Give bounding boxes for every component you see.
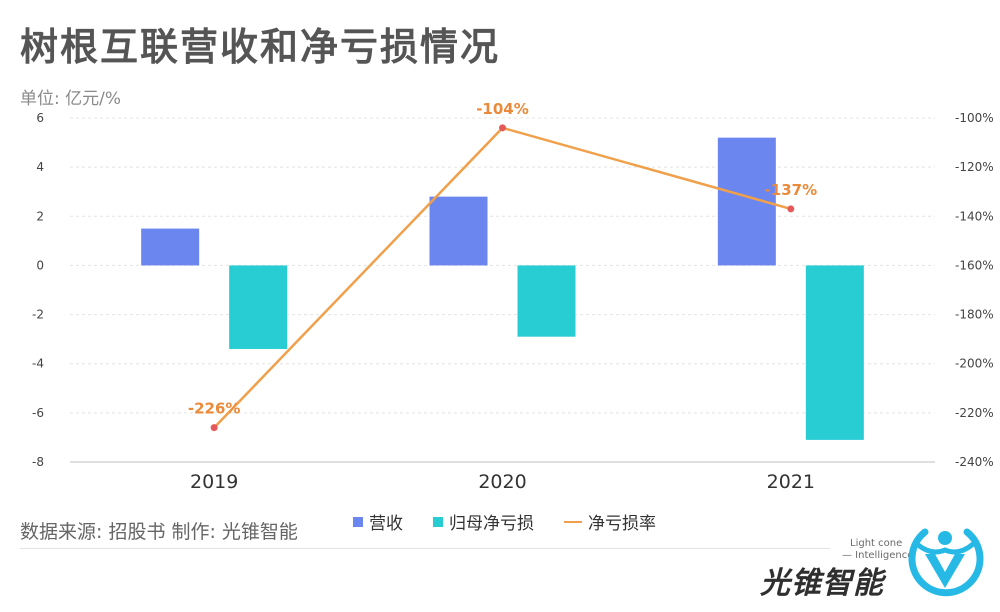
data-label-loss-rate: -104% bbox=[476, 100, 529, 118]
y-right-tick-label: -180% bbox=[955, 308, 994, 322]
data-source: 数据来源: 招股书 制作: 光锥智能 bbox=[20, 521, 298, 543]
y-left-tick-label: -2 bbox=[32, 308, 44, 322]
legend-item-revenue: 营收 bbox=[353, 509, 403, 534]
footer-divider bbox=[20, 548, 830, 549]
y-left-tick-label: 0 bbox=[36, 258, 44, 272]
y-right-tick-label: -220% bbox=[955, 406, 994, 420]
bar-net-loss bbox=[517, 265, 576, 337]
series-line-loss-rate bbox=[213, 126, 792, 429]
y-right-tick-label: -140% bbox=[955, 209, 994, 223]
y-left-tick-label: -4 bbox=[32, 357, 44, 371]
y-right-tick-label: -120% bbox=[955, 160, 994, 174]
y-right-tick-label: -240% bbox=[955, 455, 994, 469]
x-tick-label: 2019 bbox=[190, 471, 238, 493]
y-left-tick-label: 6 bbox=[36, 111, 44, 125]
y-left-tick-label: -6 bbox=[32, 406, 44, 420]
legend: 营收 归母净亏损 净亏损率 bbox=[353, 509, 656, 534]
legend-swatch-loss-rate bbox=[564, 520, 582, 523]
legend-label-net-loss: 归母净亏损 bbox=[449, 514, 534, 534]
point-loss-rate bbox=[499, 124, 506, 132]
bar-net-loss bbox=[229, 265, 288, 349]
bar-revenue bbox=[429, 196, 488, 266]
data-label-loss-rate: -226% bbox=[188, 400, 241, 418]
point-loss-rate bbox=[787, 205, 795, 213]
legend-item-loss-rate: 净亏损率 bbox=[564, 509, 656, 534]
y-right-tick-label: -160% bbox=[955, 258, 994, 272]
y-right-tick-label: -100% bbox=[955, 111, 994, 125]
bar-revenue bbox=[141, 228, 200, 266]
data-label-loss-rate: -137% bbox=[765, 181, 818, 199]
chart-title: 树根互联营收和净亏损情况 bbox=[20, 25, 501, 69]
x-tick-label: 2021 bbox=[767, 471, 815, 493]
brand-tagline-1: Light cone bbox=[850, 538, 903, 549]
y-left-tick-label: 2 bbox=[36, 209, 44, 223]
y-right-tick-label: -200% bbox=[955, 357, 994, 371]
brand-tagline-2: — Intelligence bbox=[842, 550, 914, 561]
legend-item-net-loss: 归母净亏损 bbox=[433, 509, 534, 534]
legend-label-revenue: 营收 bbox=[369, 514, 403, 534]
brand-logo-icon bbox=[908, 528, 984, 597]
x-tick-label: 2020 bbox=[478, 471, 526, 493]
unit-label: 单位: 亿元/% bbox=[20, 89, 122, 109]
y-left-tick-label: -8 bbox=[32, 455, 44, 469]
brand-name: 光锥智能 bbox=[760, 566, 884, 601]
legend-swatch-revenue bbox=[353, 516, 363, 527]
y-left-tick-label: 4 bbox=[36, 160, 44, 174]
legend-label-loss-rate: 净亏损率 bbox=[588, 514, 656, 534]
legend-swatch-net-loss bbox=[433, 516, 443, 527]
point-loss-rate bbox=[210, 424, 218, 432]
bar-net-loss bbox=[805, 265, 864, 440]
